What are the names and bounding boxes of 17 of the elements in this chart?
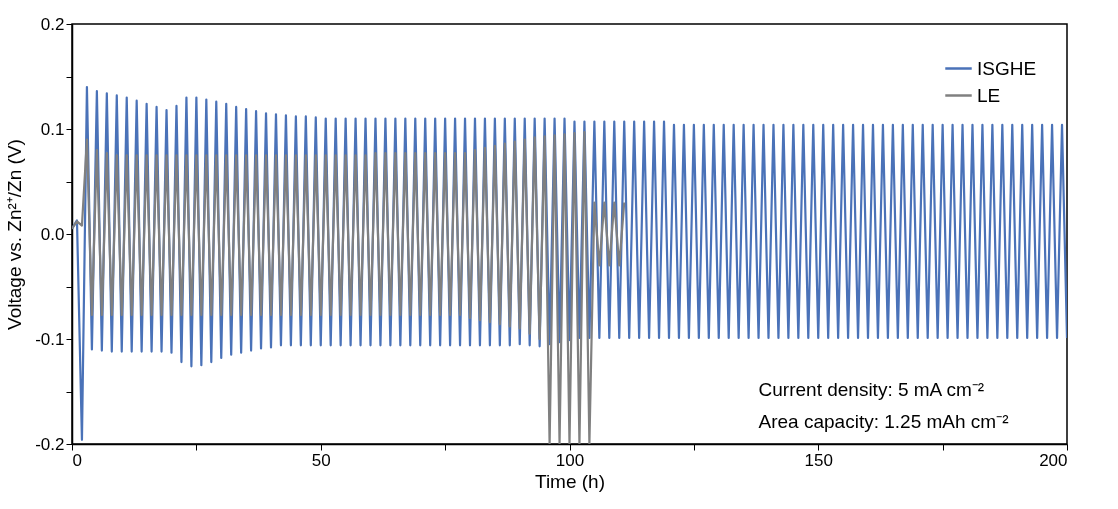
y-tick-label: -0.1 (35, 329, 65, 349)
y-tick-label: -0.2 (35, 434, 65, 454)
x-tick-label: 100 (555, 450, 585, 470)
x-tick-label: 150 (804, 450, 833, 470)
x-axis-title: Time (h) (534, 470, 606, 492)
annotation: Current density: 5 mA cm⁻² (758, 379, 985, 400)
annotation: Area capacity: 1.25 mAh cm⁻² (758, 411, 1009, 432)
x-tick-label: 0 (72, 450, 82, 470)
line-series (72, 131, 626, 444)
legend-label: LE (977, 84, 1001, 106)
y-axis-title: Voltage vs. Zn²⁺/Zn (V) (4, 139, 26, 330)
legend-label: ISGHE (977, 57, 1037, 79)
x-tick-label: 200 (1039, 450, 1068, 470)
y-tick-label: 0.0 (40, 224, 65, 244)
y-tick-label: 0.1 (40, 119, 65, 139)
y-tick-label: 0.2 (40, 14, 65, 34)
x-tick-label: 50 (311, 450, 331, 470)
